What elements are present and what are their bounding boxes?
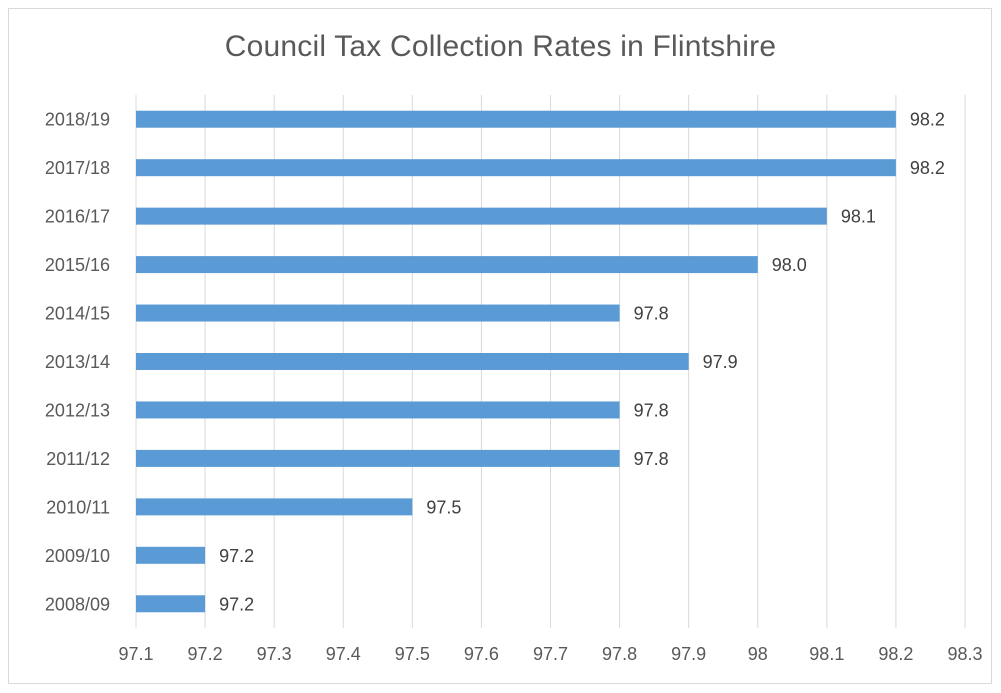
x-tick-label: 98.1 [809, 644, 844, 664]
bar-value-label: 97.9 [703, 352, 738, 372]
y-tick-label: 2011/12 [46, 449, 110, 469]
data-labels: 97.2 97.2 97.5 97.8 97.8 97.9 97.8 98.0 98.1 98.2… [219, 110, 945, 615]
bar [136, 110, 896, 128]
bar [136, 401, 620, 419]
x-tick-label: 97.8 [602, 644, 637, 664]
x-tick-label: 97.9 [671, 644, 706, 664]
bar [136, 595, 206, 613]
y-tick-label: 2008/09 [45, 594, 110, 614]
x-tick-label: 97.5 [395, 644, 430, 664]
y-tick-label: 2016/17 [45, 207, 110, 227]
y-axis-labels: 2008/09 2009/10 2010/11 2011/12 2012/13 2013/… [45, 110, 110, 615]
y-tick-label: 2013/14 [45, 352, 110, 372]
bar-value-label: 98.0 [772, 255, 807, 275]
bar [136, 256, 758, 274]
x-tick-label: 97.2 [188, 644, 223, 664]
x-tick-label: 97.7 [533, 644, 568, 664]
bar-value-label: 97.8 [634, 304, 669, 324]
y-tick-label: 2017/18 [45, 158, 110, 178]
bar-value-label: 98.2 [910, 110, 945, 130]
bar-value-label: 97.2 [219, 546, 254, 566]
bar-value-label: 98.1 [841, 207, 876, 227]
y-tick-label: 2015/16 [45, 255, 110, 275]
x-tick-label: 98.2 [878, 644, 913, 664]
x-tick-label: 97.6 [464, 644, 499, 664]
bar [136, 304, 620, 322]
bar-value-label: 98.2 [910, 158, 945, 178]
y-tick-label: 2010/11 [46, 497, 110, 517]
bar-value-label: 97.8 [634, 400, 669, 420]
y-tick-label: 2014/15 [45, 304, 110, 324]
x-tick-label: 98 [748, 644, 768, 664]
y-tick-label: 2009/10 [45, 546, 110, 566]
bar [136, 207, 827, 225]
x-tick-label: 97.3 [257, 644, 292, 664]
chart-title: Council Tax Collection Rates in Flintshi… [224, 30, 777, 63]
bar [136, 159, 896, 177]
bar [136, 449, 620, 467]
bar [136, 498, 413, 516]
y-tick-label: 2012/13 [45, 400, 110, 420]
bar [136, 353, 689, 370]
x-tick-label: 97.1 [118, 644, 153, 664]
bar-value-label: 97.5 [426, 497, 461, 517]
bars [136, 110, 896, 613]
bar [136, 546, 206, 564]
bar-value-label: 97.8 [634, 449, 669, 469]
bar-value-label: 97.2 [219, 594, 254, 614]
x-axis-labels: 97.1 97.2 97.3 97.4 97.5 97.6 97.7 97.8 97.9 98 98… [118, 644, 982, 664]
x-tick-label: 97.4 [326, 644, 361, 664]
y-tick-label: 2018/19 [45, 110, 110, 130]
x-tick-label: 98.3 [947, 644, 982, 664]
